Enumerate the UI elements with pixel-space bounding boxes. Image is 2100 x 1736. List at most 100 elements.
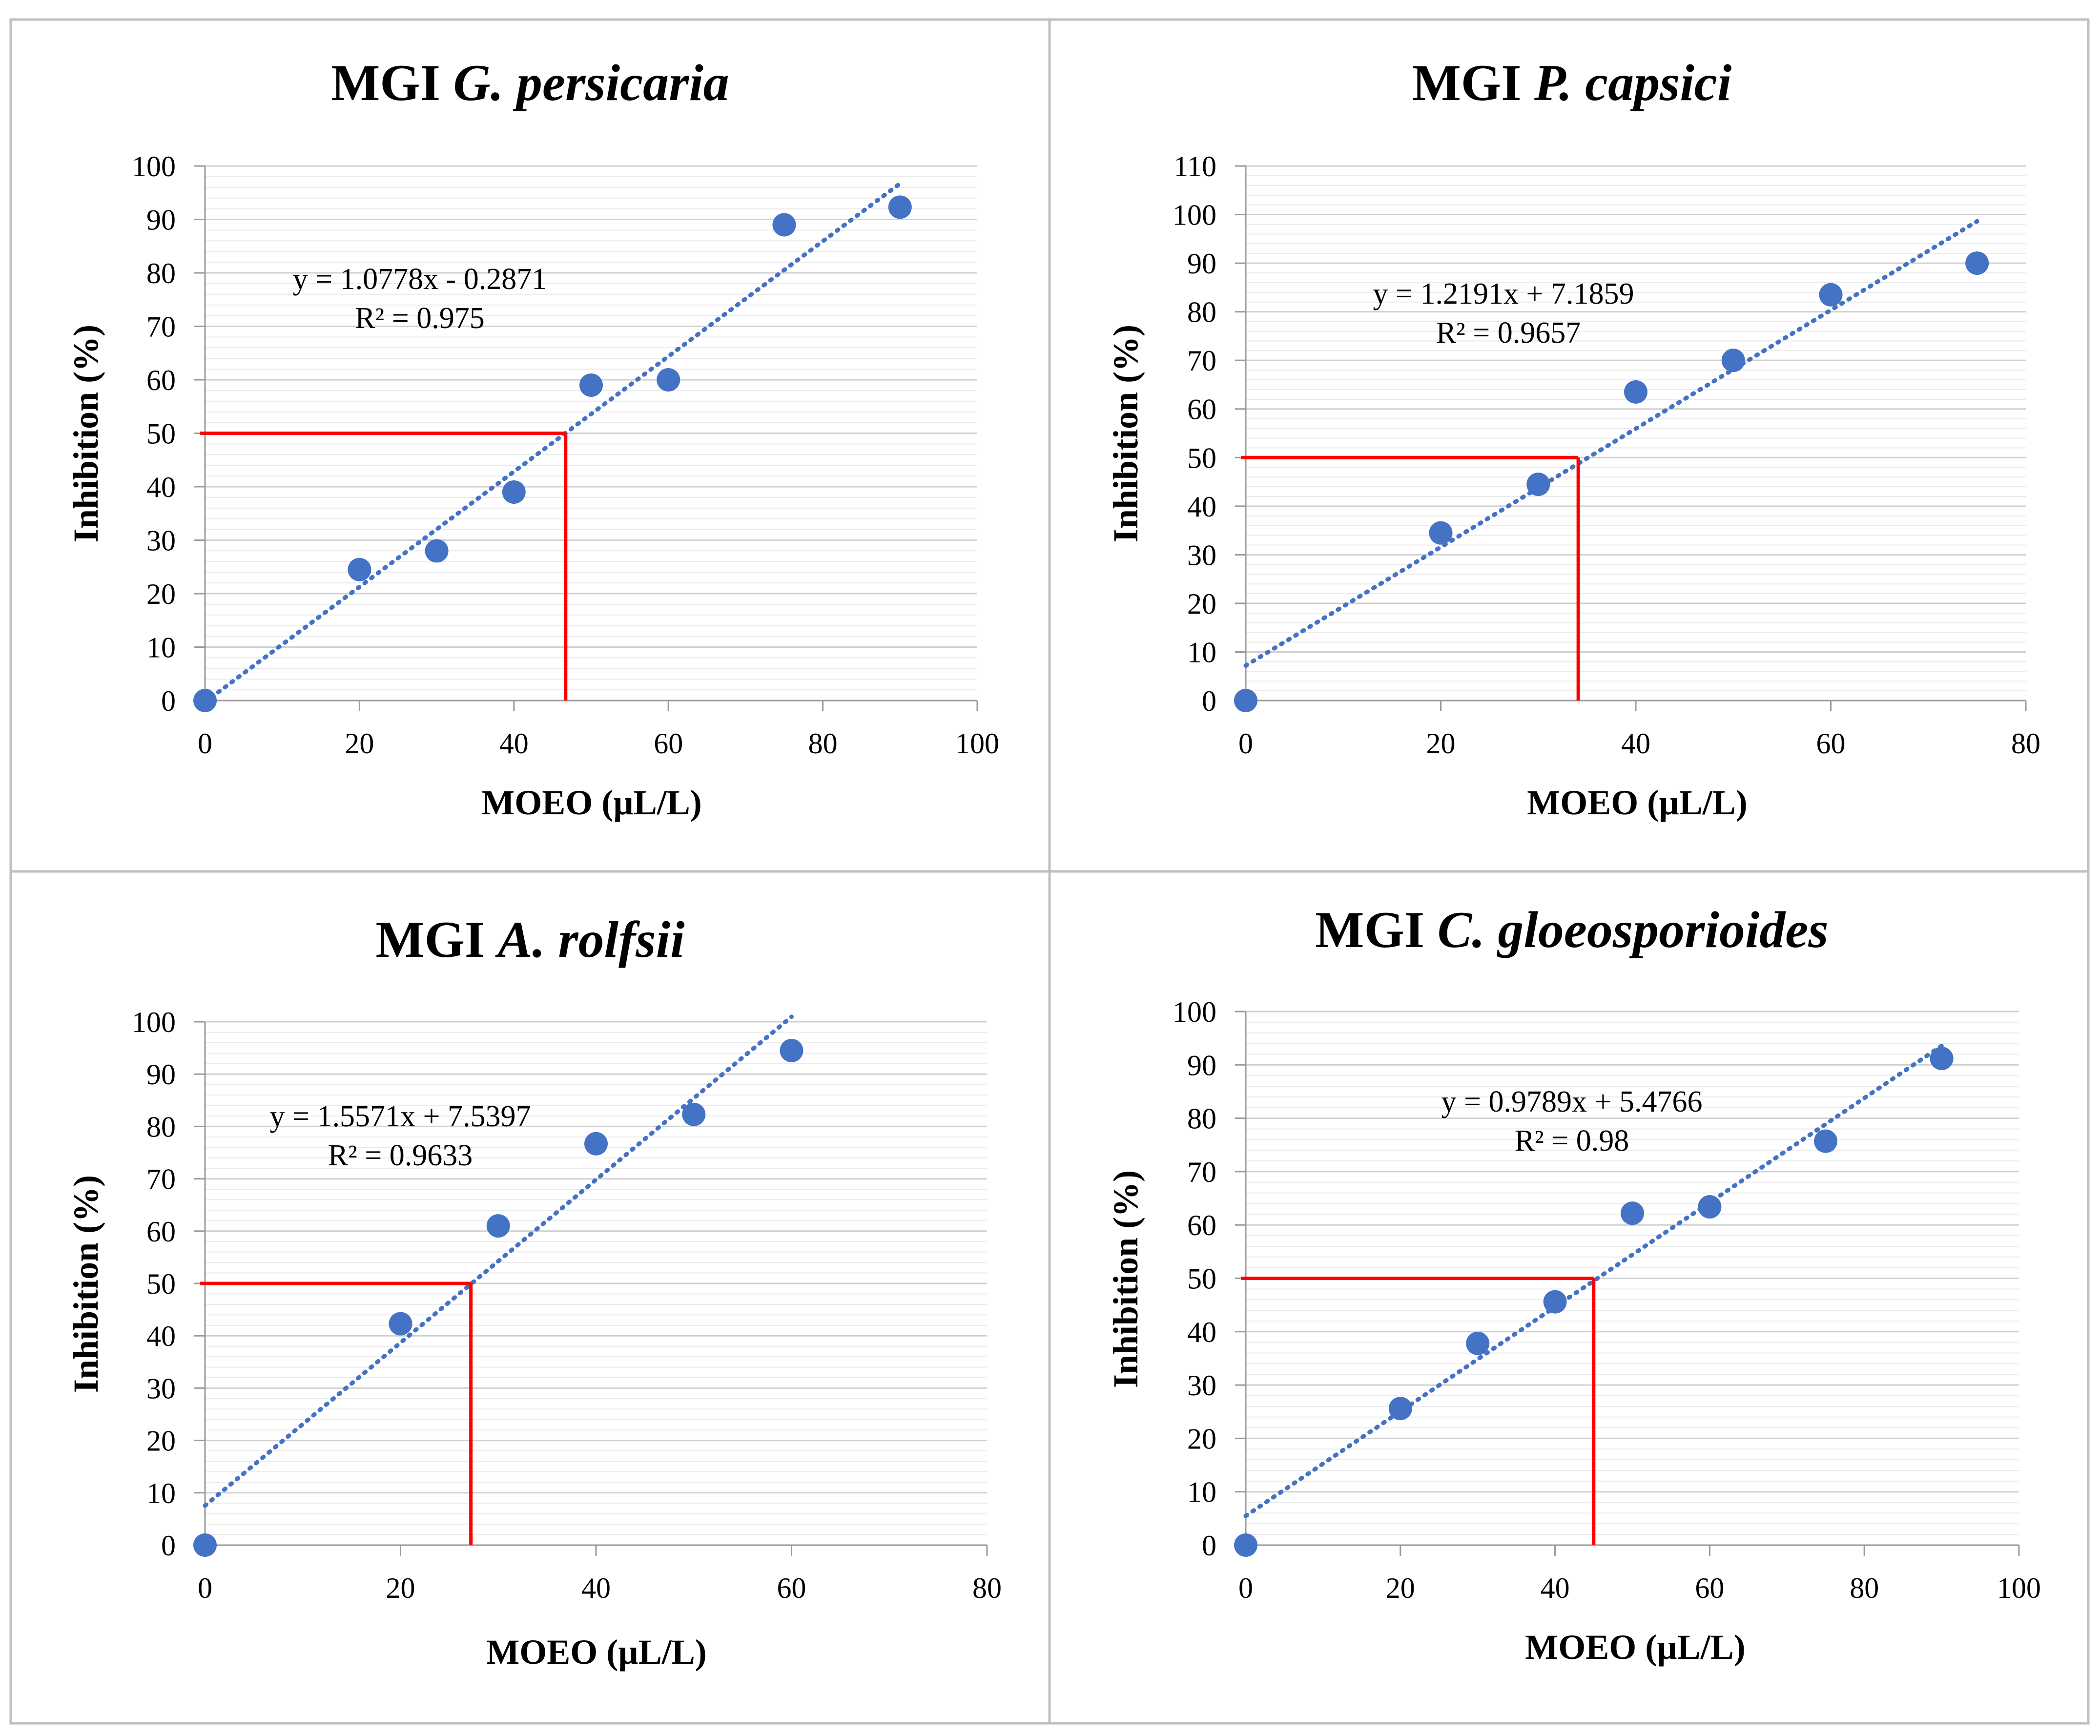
trendline: [203, 181, 903, 704]
data-points: [1234, 1047, 1954, 1557]
tick-labels: 0 10 20 30 40 50 60 70 80 90 100 110 0 20 40 60 80: [1173, 150, 2040, 760]
y-tick-label: 100: [132, 1006, 176, 1038]
data-point: [780, 1038, 803, 1062]
y-axis-title: Inhibition (%): [66, 1175, 105, 1393]
data-point: [1234, 689, 1257, 712]
chart-panel-1: MGI G. persicaria 0 10 20 30 40 50 60 70 80 90 100…: [9, 18, 1051, 873]
y-tick-label: 50: [146, 418, 176, 450]
r-squared-label: R² = 0.98: [1515, 1124, 1629, 1157]
y-tick-label: 30: [1187, 539, 1216, 571]
trendline-layer: [1243, 1043, 1944, 1518]
y-tick-label: 60: [1187, 1209, 1216, 1241]
y-tick-label: 0: [1202, 1529, 1216, 1562]
chart-panel-4: MGI C. gloeosporioides 0 10 20 30 40 50 60 70 80…: [1048, 870, 2090, 1725]
y-tick-label: 80: [1187, 1103, 1216, 1135]
tick-labels: 0 10 20 30 40 50 60 70 80 90 100 0 20 40 60 80 100: [1173, 996, 2041, 1604]
y-tick-label: 10: [146, 1477, 176, 1509]
data-point: [772, 213, 796, 237]
y-tick-label: 40: [146, 1320, 176, 1352]
r-squared-label: R² = 0.9633: [328, 1139, 473, 1172]
x-axis-title: MOEO (µL/L): [486, 1633, 706, 1672]
x-tick-label: 80: [2011, 727, 2040, 760]
y-axis-title: Inhibition (%): [1106, 1170, 1145, 1388]
x-axis-title: MOEO (µL/L): [481, 783, 701, 822]
x-tick-label: 60: [654, 727, 683, 760]
y-tick-label: 100: [1173, 199, 1216, 231]
grid: [1246, 1011, 2019, 1535]
panel-border: [1048, 870, 2090, 1725]
trendline: [1243, 1043, 1944, 1518]
x-tick-label: 20: [1426, 727, 1456, 760]
x-tick-label: 40: [499, 727, 529, 760]
y-axis-title: Inhibition (%): [1106, 325, 1145, 542]
y-tick-label: 70: [1187, 1156, 1216, 1188]
r-squared-label: R² = 0.9657: [1436, 316, 1581, 350]
y-tick-label: 110: [1174, 150, 1216, 183]
data-point: [425, 539, 449, 563]
y-tick-label: 70: [1187, 345, 1216, 377]
x-tick-label: 20: [345, 727, 374, 760]
x-tick-label: 80: [1850, 1572, 1879, 1604]
chart-title: MGI A. rolfsii: [375, 911, 684, 968]
x-tick-label: 60: [1695, 1572, 1724, 1604]
data-point: [486, 1214, 510, 1238]
y-tick-label: 90: [1187, 1049, 1216, 1081]
trendline-equation: y = 0.9789x + 5.4766: [1441, 1085, 1703, 1118]
reference-lines: [1241, 455, 1580, 701]
trendline-equation: y = 1.0778x - 0.2871: [293, 263, 547, 296]
x-axis-title: MOEO (µL/L): [1527, 783, 1747, 822]
data-point: [579, 373, 603, 397]
y-tick-label: 0: [161, 685, 176, 717]
chart-panel-3: MGI A. rolfsii 0 10 20 30 40 50 60 70 80 90 100 0 20…: [9, 870, 1051, 1725]
data-point: [389, 1312, 412, 1336]
reference-lines: [1241, 1277, 1596, 1545]
trendline-layer: [203, 181, 903, 704]
chart-title: MGI P. capsici: [1412, 54, 1732, 111]
trendline-layer: [1243, 219, 1979, 668]
y-tick-label: 20: [146, 578, 176, 610]
y-tick-label: 20: [146, 1425, 176, 1457]
y-tick-label: 10: [1187, 1476, 1216, 1509]
grid: [205, 1021, 987, 1535]
data-point: [502, 480, 526, 504]
data-point: [193, 1533, 217, 1557]
data-point: [1624, 380, 1647, 404]
data-point: [1698, 1195, 1722, 1219]
data-point: [1429, 521, 1453, 545]
x-tick-label: 80: [808, 727, 838, 760]
grid: [205, 165, 977, 691]
grid: [1246, 165, 2026, 692]
x-tick-label: 20: [386, 1572, 415, 1604]
tick-labels: 0 10 20 30 40 50 60 70 80 90 100 0 20 40 60 80 100: [132, 150, 999, 760]
r-squared-label: R² = 0.975: [355, 302, 484, 335]
y-tick-label: 30: [1187, 1369, 1216, 1402]
axes: [1235, 165, 2027, 711]
data-point: [888, 195, 912, 219]
x-tick-label: 20: [1386, 1572, 1415, 1604]
y-tick-label: 80: [1187, 296, 1216, 329]
x-tick-label: 100: [955, 727, 999, 760]
reference-lines: [200, 432, 568, 701]
trendline-equation: y = 1.2191x + 7.1859: [1373, 277, 1634, 310]
y-tick-label: 100: [132, 150, 176, 183]
data-point: [657, 368, 680, 392]
y-tick-label: 40: [146, 471, 176, 503]
y-tick-label: 60: [146, 364, 176, 396]
data-point: [1814, 1129, 1837, 1153]
y-tick-label: 40: [1187, 1316, 1216, 1348]
x-tick-label: 0: [198, 1572, 212, 1604]
y-tick-label: 50: [1187, 1263, 1216, 1295]
y-tick-label: 80: [146, 257, 176, 289]
y-axis-title: Inhibition (%): [66, 325, 105, 542]
tick-labels: 0 10 20 30 40 50 60 70 80 90 100 0 20 40 60 80: [132, 1006, 1002, 1604]
y-tick-label: 10: [146, 632, 176, 664]
data-point: [1965, 251, 1989, 275]
data-point: [1930, 1047, 1954, 1071]
trendline: [1243, 219, 1979, 668]
x-axis-title: MOEO (µL/L): [1525, 1628, 1745, 1667]
data-points: [193, 1038, 803, 1557]
x-tick-label: 80: [972, 1572, 1002, 1604]
trendline-layer: [203, 1014, 794, 1508]
x-tick-label: 0: [1238, 727, 1253, 760]
